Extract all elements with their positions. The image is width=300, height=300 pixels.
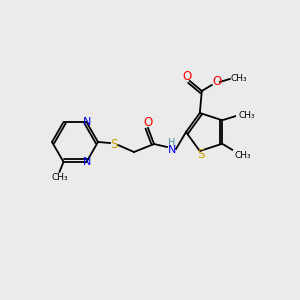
Text: CH₃: CH₃	[235, 151, 251, 160]
Text: S: S	[197, 148, 205, 160]
Text: CH₃: CH₃	[239, 111, 256, 120]
Text: O: O	[143, 116, 153, 128]
Text: S: S	[110, 137, 118, 151]
Text: O: O	[182, 70, 191, 83]
Text: O: O	[212, 76, 221, 88]
Text: N: N	[83, 157, 92, 167]
Text: CH₃: CH₃	[51, 173, 68, 182]
Text: N: N	[168, 145, 176, 155]
Text: N: N	[83, 117, 92, 127]
Text: H: H	[168, 138, 176, 148]
Text: CH₃: CH₃	[230, 74, 247, 83]
